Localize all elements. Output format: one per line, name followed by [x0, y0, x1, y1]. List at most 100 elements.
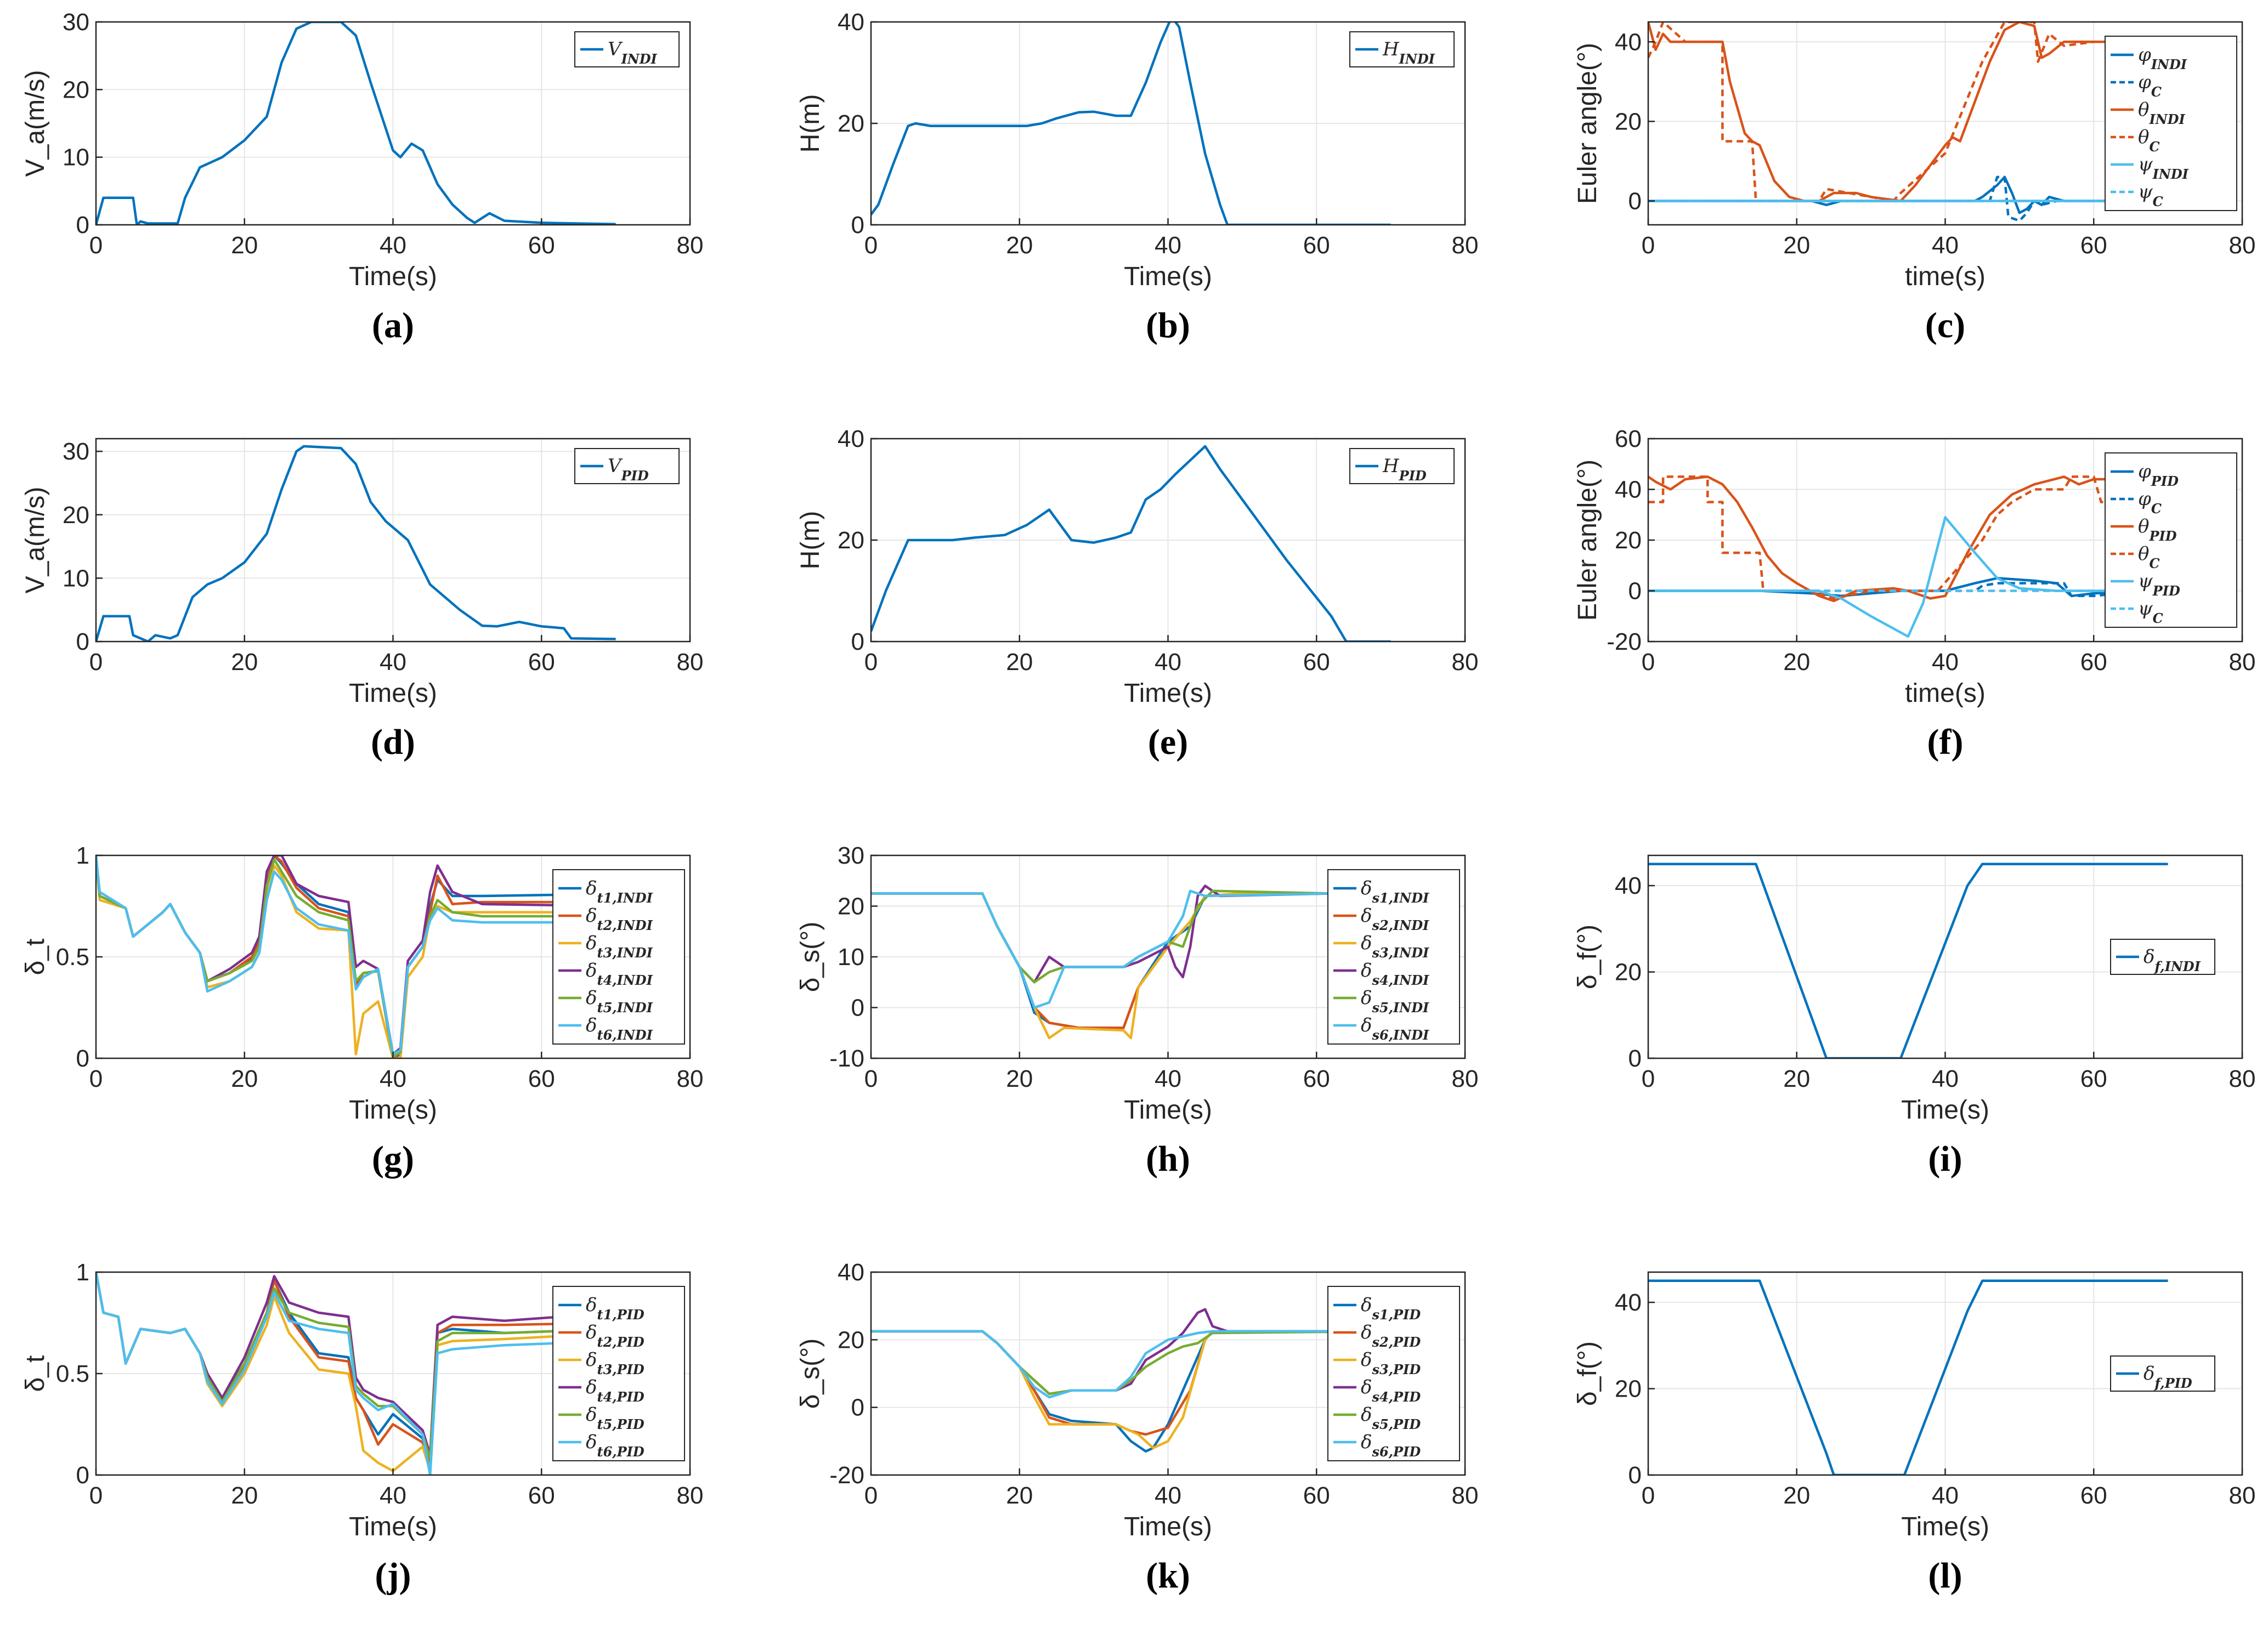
- panel-label: (d): [371, 722, 415, 762]
- x-tick-label: 80: [2229, 1065, 2256, 1092]
- y-tick-label: -10: [829, 1045, 864, 1072]
- series-line-δ-t5,INDI: [96, 855, 616, 1058]
- y-axis-label: δ_s(°): [796, 1338, 825, 1409]
- x-tick-label: 20: [1783, 1065, 1810, 1092]
- x-tick-label: 80: [1452, 232, 1479, 259]
- x-tick-label: 40: [1155, 1482, 1181, 1509]
- x-tick-label: 40: [1155, 649, 1181, 676]
- legend: δf,PID: [2110, 1355, 2215, 1392]
- legend-entry: δt6,INDI: [586, 1014, 653, 1043]
- legend-entry-subscript: INDI: [2148, 111, 2185, 127]
- legend-entry-subscript: s4,PID: [1371, 1389, 1421, 1405]
- legend-entry: δs5,INDI: [1361, 987, 1429, 1016]
- legend-entry: δs2,PID: [1361, 1321, 1421, 1350]
- legend-entry-symbol: δ: [1361, 1376, 1372, 1398]
- legend-entry: δs3,INDI: [1361, 932, 1429, 961]
- x-tick-label: 40: [1155, 232, 1181, 259]
- panel-label: (g): [372, 1139, 414, 1179]
- x-axis-label: Time(s): [349, 679, 437, 708]
- legend-entry-symbol: δ: [2143, 1363, 2154, 1385]
- y-tick-label: 20: [838, 893, 864, 920]
- series-line-φ-INDI: [1648, 175, 2168, 214]
- legend-entry-symbol: δ: [1361, 1404, 1372, 1426]
- legend-entry-subscript: s3,INDI: [1371, 945, 1429, 961]
- x-tick-label: 60: [1303, 232, 1330, 259]
- y-tick-label: 0: [1628, 1045, 1642, 1072]
- series-line-δ-t4,PID: [96, 1272, 616, 1456]
- legend-entry-subscript: s2,PID: [1371, 1334, 1421, 1350]
- y-tick-label: 40: [838, 9, 864, 36]
- x-tick-label: 0: [89, 1065, 103, 1092]
- series-line-δ-f,INDI: [1648, 863, 2168, 1058]
- chart-panel-l: 0 20 40 60 80 0 20 40 Time(s) δ_f(°) δf,PID (l): [1573, 1271, 2255, 1596]
- x-tick-label: 80: [677, 1065, 704, 1092]
- legend-box: [2105, 452, 2237, 628]
- legend-entry-symbol: H: [1382, 455, 1400, 477]
- legend-entry-subscript: s2,INDI: [1371, 917, 1429, 933]
- series-line-H-INDI: [871, 22, 1391, 225]
- legend-entry-symbol: δ: [1361, 960, 1372, 982]
- legend-entry-symbol: δ: [586, 1014, 597, 1036]
- legend-entry: δt3,INDI: [586, 932, 653, 961]
- x-tick-label: 60: [1303, 1065, 1330, 1092]
- x-tick-label: 40: [1932, 1065, 1959, 1092]
- legend-entry-subscript: t4,INDI: [597, 972, 653, 988]
- y-axis-label: V_a(m/s): [21, 70, 50, 177]
- legend-entry-symbol: δ: [1361, 1321, 1372, 1343]
- legend-entry-symbol: δ: [586, 960, 597, 982]
- y-tick-label: 0: [76, 212, 89, 239]
- y-tick-label: 10: [63, 565, 89, 592]
- y-tick-label: 0.5: [56, 944, 89, 971]
- x-tick-label: 20: [231, 232, 258, 259]
- x-tick-label: 80: [2229, 649, 2256, 676]
- x-tick-label: 40: [380, 1065, 406, 1092]
- legend-entry-symbol: δ: [1361, 932, 1372, 954]
- series-group: [1648, 475, 2169, 638]
- legend-entry: δs5,PID: [1361, 1404, 1421, 1432]
- legend-entry-symbol: φ: [2138, 71, 2151, 93]
- y-tick-label: 20: [1615, 527, 1642, 554]
- legend-entry-subscript: INDI: [2151, 56, 2187, 72]
- legend-entry-subscript: s1,INDI: [1371, 890, 1429, 906]
- legend-entry: θINDI: [2138, 99, 2185, 127]
- y-axis-label: δ_f(°): [1573, 924, 1602, 989]
- legend-entry: θC: [2138, 543, 2160, 571]
- legend-entry-subscript: C: [2149, 555, 2159, 571]
- legend-entry: HPID: [1382, 455, 1427, 484]
- x-tick-label: 60: [1303, 649, 1330, 676]
- legend-entry: δf,PID: [2143, 1363, 2192, 1391]
- panel-label: (e): [1148, 722, 1188, 762]
- y-tick-label: 1: [76, 842, 89, 869]
- x-tick-label: 80: [2229, 232, 2256, 259]
- x-tick-label: 20: [1006, 1065, 1033, 1092]
- legend-entry-symbol: δ: [586, 932, 597, 954]
- x-tick-label: 20: [1006, 1482, 1033, 1509]
- legend-entry: δs4,PID: [1361, 1376, 1421, 1405]
- x-tick-label: 60: [528, 1065, 555, 1092]
- legend-entry: δt5,INDI: [586, 987, 653, 1016]
- legend-entry-subscript: C: [2149, 139, 2159, 155]
- y-tick-label: 20: [1615, 959, 1642, 986]
- y-tick-label: 0: [851, 995, 864, 1022]
- x-tick-label: 60: [2080, 232, 2107, 259]
- legend-entry: δt4,PID: [586, 1376, 644, 1405]
- legend: δs1,PIDδs2,PIDδs3,PIDδs4,PIDδs5,PIDδs6,P…: [1327, 1286, 1460, 1461]
- chart-panel-k: 0 20 40 60 80-2002040Time(s)δ_s(°)δs1,PIDδs2…: [796, 1259, 1478, 1596]
- chart-panel-e: 0 20 40 60 80 0 20 40 Time(s) H(m) HPID (e): [796, 426, 1478, 762]
- y-tick-label: 0.5: [56, 1360, 89, 1387]
- series-line-δ-s6,INDI: [871, 889, 1332, 1009]
- legend-entry-symbol: δ: [586, 1404, 597, 1426]
- panel-label: (i): [1928, 1139, 1962, 1179]
- legend-entry-subscript: t2,PID: [597, 1334, 644, 1350]
- y-tick-label: 20: [1615, 1376, 1642, 1403]
- x-tick-label: 40: [1932, 1482, 1959, 1509]
- legend-entry-symbol: θ: [2138, 543, 2149, 565]
- legend-entry-subscript: t4,PID: [597, 1389, 644, 1405]
- legend-entry-symbol: δ: [1361, 1431, 1372, 1453]
- legend-entry: δs1,INDI: [1361, 877, 1429, 906]
- legend-entry: φINDI: [2138, 44, 2187, 72]
- x-axis-label: Time(s): [1124, 1096, 1212, 1125]
- legend-entry-symbol: ψ: [2138, 154, 2153, 175]
